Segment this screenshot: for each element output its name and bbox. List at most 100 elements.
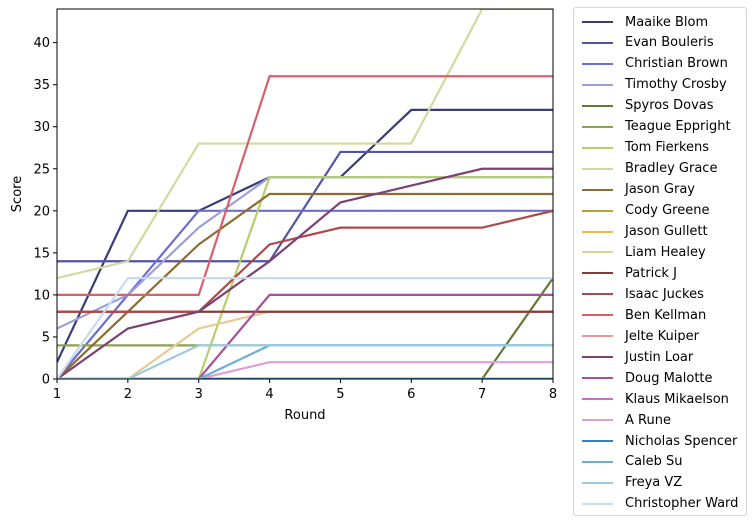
plot-area	[57, 9, 553, 379]
legend-swatch-icon	[582, 314, 613, 317]
legend-swatch-icon	[582, 104, 613, 107]
legend-label: Teague Eppright	[625, 119, 731, 135]
legend-label: Patrick J	[625, 265, 677, 281]
x-tick-label: 3	[195, 387, 203, 402]
y-tick-label: 0	[42, 373, 50, 388]
legend-swatch-icon	[582, 419, 613, 422]
legend-swatch-icon	[582, 460, 613, 463]
legend-swatch-icon	[582, 398, 613, 401]
legend-item: Tom Fierkens	[582, 138, 709, 158]
y-tick-label: 35	[33, 78, 50, 93]
legend-item: Ben Kellman	[582, 305, 706, 325]
legend-label: Freya VZ	[625, 475, 683, 491]
legend-item: Maaike Blom	[582, 12, 708, 32]
legend-swatch-icon	[582, 356, 613, 359]
legend-swatch-icon	[582, 21, 613, 23]
legend-label: A Rune	[625, 412, 671, 428]
legend-swatch-icon	[582, 272, 613, 275]
x-tick-label: 7	[478, 387, 486, 402]
legend-label: Jason Gray	[625, 182, 695, 198]
legend-item: Christian Brown	[582, 54, 728, 74]
plot-frame	[56, 8, 554, 380]
legend-label: Christian Brown	[625, 56, 728, 72]
legend-label: Klaus Mikaelson	[625, 391, 729, 407]
series-line	[57, 9, 553, 280]
legend-label: Isaac Juckes	[625, 286, 704, 302]
legend-swatch-icon	[582, 440, 613, 442]
legend-item: Christopher Ward	[582, 494, 738, 514]
x-tick-label: 1	[53, 387, 61, 402]
legend-item: Patrick J	[582, 263, 677, 283]
legend-label: Jason Gullett	[625, 224, 708, 239]
legend-swatch-icon	[582, 230, 613, 233]
series-line	[57, 176, 553, 330]
legend-swatch-icon	[582, 167, 613, 170]
legend-item: Spyros Dovas	[582, 96, 714, 116]
legend-item: A Rune	[582, 410, 671, 430]
legend-item: Bradley Grace	[582, 159, 717, 179]
legend-item: Caleb Su	[582, 452, 683, 472]
legend-item: Jason Gray	[582, 180, 695, 200]
legend-label: Timothy Crosby	[625, 77, 727, 93]
legend-item: Timothy Crosby	[582, 75, 727, 95]
series-line	[57, 276, 553, 379]
legend-item: Nicholas Spencer	[582, 431, 737, 451]
x-tick-label: 5	[336, 387, 344, 402]
legend-item: Doug Malotte	[582, 368, 713, 388]
series-line	[57, 293, 553, 379]
y-axis: 0 5 10 15 20 25 30 35 40	[33, 36, 57, 388]
legend-item: Liam Healey	[582, 242, 706, 262]
legend-label: Nicholas Spencer	[625, 433, 738, 449]
series-line	[57, 209, 553, 313]
legend-swatch-icon	[582, 377, 613, 380]
y-tick-label: 40	[33, 36, 50, 51]
legend-label: Spyros Dovas	[625, 98, 714, 114]
legend-swatch-icon	[582, 335, 613, 338]
legend-swatch-icon	[582, 251, 613, 254]
x-axis-title: Round	[284, 408, 325, 423]
legend-swatch-icon	[582, 293, 613, 296]
y-tick-label: 10	[33, 288, 50, 303]
legend-label: Doug Malotte	[625, 370, 713, 386]
x-tick-label: 8	[549, 387, 557, 402]
legend-swatch-icon	[582, 41, 613, 44]
series-line	[57, 361, 553, 379]
legend-label: Christopher Ward	[625, 496, 739, 512]
legend-item: Cody Greene	[582, 201, 709, 221]
y-axis-title: Score	[10, 176, 25, 212]
y-tick-label: 30	[33, 120, 50, 135]
y-tick-label: 15	[33, 246, 50, 261]
series-line	[57, 344, 553, 379]
legend-item: Evan Bouleris	[582, 33, 714, 53]
legend-label: Bradley Grace	[625, 161, 718, 177]
series-line	[57, 209, 553, 379]
legend: Maaike Blom Evan Bouleris Christian Brown T…	[573, 7, 747, 516]
legend-swatch-icon	[582, 188, 613, 191]
y-tick-label: 5	[42, 330, 50, 345]
legend-swatch-icon	[582, 125, 613, 128]
x-tick-label: 6	[407, 387, 415, 402]
legend-item: Klaus Mikaelson	[582, 389, 729, 409]
legend-item: Freya VZ	[582, 473, 682, 493]
legend-item: Teague Eppright	[582, 117, 731, 137]
y-tick-label: 20	[33, 204, 50, 219]
legend-label: Liam Healey	[625, 244, 706, 260]
legend-swatch-icon	[582, 62, 613, 65]
legend-label: Jelte Kuiper	[625, 328, 699, 344]
legend-swatch-icon	[582, 83, 613, 86]
legend-label: Justin Loar	[625, 349, 694, 365]
series-line	[57, 192, 553, 379]
legend-label: Maaike Blom	[625, 14, 709, 30]
legend-item: Jason Gullett	[582, 222, 708, 242]
series-line	[57, 75, 553, 297]
series-line	[57, 150, 553, 263]
legend-label: Caleb Su	[625, 454, 683, 470]
legend-label: Cody Greene	[625, 203, 710, 219]
legend-label: Tom Fierkens	[625, 140, 710, 156]
legend-swatch-icon	[582, 502, 613, 505]
legend-swatch-icon	[582, 209, 613, 212]
series-line	[57, 176, 553, 379]
legend-item: Jelte Kuiper	[582, 326, 699, 346]
legend-swatch-icon	[582, 146, 613, 149]
